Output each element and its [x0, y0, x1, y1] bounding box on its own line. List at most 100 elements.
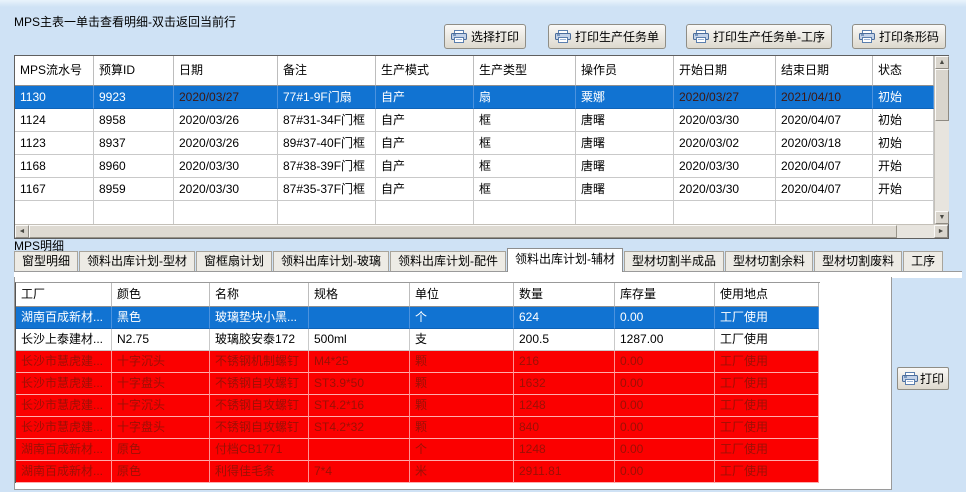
- table-cell[interactable]: 框: [474, 178, 576, 201]
- table-cell[interactable]: 原色: [112, 461, 210, 483]
- table-cell[interactable]: 黑色: [112, 307, 210, 329]
- table-cell[interactable]: 2020/03/26: [174, 109, 278, 132]
- table-cell[interactable]: ST3.9*50: [309, 373, 410, 395]
- table-cell[interactable]: 开始: [873, 178, 934, 201]
- table-cell[interactable]: 工厂使用: [715, 307, 819, 329]
- table-cell[interactable]: 2020/03/18: [776, 132, 873, 155]
- table-cell[interactable]: 0.00: [615, 373, 715, 395]
- horizontal-scrollbar-thumb[interactable]: [29, 225, 897, 238]
- detail-tab[interactable]: 领料出库计划-玻璃: [273, 251, 390, 272]
- table-cell[interactable]: 粟娜: [576, 86, 674, 109]
- table-cell[interactable]: 十字沉头: [112, 395, 210, 417]
- detail-tab[interactable]: 窗框扇计划: [196, 251, 273, 272]
- table-row[interactable]: 湖南百成新材... 黑色 玻璃垫块小黑... 个 624 0.00 工厂使用: [16, 307, 819, 329]
- table-row[interactable]: 长沙市慧虎建... 十字沉头 不锈钢机制螺钉 M4*25 颗 216 0.00 工厂使用: [16, 351, 819, 373]
- table-cell[interactable]: 利得佳毛条: [210, 461, 309, 483]
- table-cell[interactable]: 200.5: [514, 329, 615, 351]
- table-cell[interactable]: 2020/03/30: [674, 109, 776, 132]
- table-cell[interactable]: M4*25: [309, 351, 410, 373]
- table-cell[interactable]: 十字沉头: [112, 351, 210, 373]
- table-cell[interactable]: 工厂使用: [715, 439, 819, 461]
- table-cell[interactable]: 8960: [94, 155, 174, 178]
- detail-tab[interactable]: 型材切割半成品: [624, 251, 725, 272]
- table-cell[interactable]: 长沙市慧虎建...: [16, 395, 112, 417]
- table-cell[interactable]: 湖南百成新材...: [16, 439, 112, 461]
- table-cell[interactable]: 长沙市慧虎建...: [16, 373, 112, 395]
- table-row[interactable]: 长沙市慧虎建... 十字沉头 不锈钢自攻螺钉 ST4.2*16 颗 1248 0.00 工厂使…: [16, 395, 819, 417]
- table-cell[interactable]: 支: [410, 329, 514, 351]
- table-cell[interactable]: 湖南百成新材...: [16, 307, 112, 329]
- table-cell[interactable]: 长沙市慧虎建...: [16, 351, 112, 373]
- table-cell[interactable]: 原色: [112, 439, 210, 461]
- table-cell[interactable]: 2911.81: [514, 461, 615, 483]
- table-cell[interactable]: 唐曙: [576, 178, 674, 201]
- table-row[interactable]: 长沙上泰建材... N2.75 玻璃胶安泰172 500ml 支 200.5 1287.00…: [16, 329, 819, 351]
- table-cell[interactable]: 长沙市慧虎建...: [16, 417, 112, 439]
- table-cell[interactable]: 十字盘头: [112, 417, 210, 439]
- table-cell[interactable]: 2020/03/27: [174, 86, 278, 109]
- table-cell[interactable]: 1632: [514, 373, 615, 395]
- table-cell[interactable]: 唐曙: [576, 132, 674, 155]
- table-cell[interactable]: 8958: [94, 109, 174, 132]
- table-cell[interactable]: 624: [514, 307, 615, 329]
- table-cell[interactable]: 0.00: [615, 395, 715, 417]
- table-cell[interactable]: ST4.2*32: [309, 417, 410, 439]
- table-row[interactable]: 湖南百成新材... 原色 付档CB1771 个 1248 0.00 工厂使用: [16, 439, 819, 461]
- table-cell[interactable]: 初始: [873, 109, 934, 132]
- table-cell[interactable]: 十字盘头: [112, 373, 210, 395]
- table-cell[interactable]: 0.00: [615, 439, 715, 461]
- table-cell[interactable]: 个: [410, 307, 514, 329]
- table-cell[interactable]: 2020/03/30: [174, 155, 278, 178]
- table-cell[interactable]: 湖南百成新材...: [16, 461, 112, 483]
- table-row[interactable]: 1130 9923 2020/03/27 77#1-9F门扇 自产扇粟娜 2020/03/…: [15, 86, 934, 109]
- table-cell[interactable]: 唐曙: [576, 155, 674, 178]
- table-row[interactable]: 长沙市慧虎建... 十字盘头 不锈钢自攻螺钉 ST3.9*50 颗 1632 0.00 工厂使…: [16, 373, 819, 395]
- table-row[interactable]: 1168 8960 2020/03/30 87#38-39F门框 自产框唐曙 2020/0…: [15, 155, 934, 178]
- detail-tab[interactable]: 领料出库计划-配件: [390, 251, 507, 272]
- table-cell[interactable]: 不锈钢自攻螺钉: [210, 373, 309, 395]
- table-cell[interactable]: 0.00: [615, 417, 715, 439]
- table-cell[interactable]: 0.00: [615, 307, 715, 329]
- table-cell[interactable]: [309, 307, 410, 329]
- table-cell[interactable]: 初始: [873, 86, 934, 109]
- scroll-left-icon[interactable]: ◄: [15, 225, 29, 238]
- horizontal-scrollbar[interactable]: ◄ ►: [15, 224, 948, 238]
- print-production-task-process-button[interactable]: 打印生产任务单-工序: [686, 24, 832, 49]
- table-cell[interactable]: ST4.2*16: [309, 395, 410, 417]
- table-cell[interactable]: 扇: [474, 86, 576, 109]
- table-cell[interactable]: 1123: [15, 132, 94, 155]
- table-cell[interactable]: 工厂使用: [715, 417, 819, 439]
- table-cell[interactable]: 米: [410, 461, 514, 483]
- table-cell[interactable]: 工厂使用: [715, 395, 819, 417]
- table-cell[interactable]: 1168: [15, 155, 94, 178]
- detail-tab[interactable]: 窗型明细: [14, 251, 79, 272]
- scroll-right-icon[interactable]: ►: [934, 225, 948, 238]
- table-cell[interactable]: 1167: [15, 178, 94, 201]
- table-cell[interactable]: 87#38-39F门框: [278, 155, 376, 178]
- table-cell[interactable]: 216: [514, 351, 615, 373]
- table-cell[interactable]: 框: [474, 155, 576, 178]
- table-cell[interactable]: 1248: [514, 395, 615, 417]
- table-cell[interactable]: 2020/03/26: [174, 132, 278, 155]
- table-cell[interactable]: 自产: [376, 178, 474, 201]
- table-cell[interactable]: 框: [474, 132, 576, 155]
- table-cell[interactable]: 87#35-37F门框: [278, 178, 376, 201]
- table-cell[interactable]: 框: [474, 109, 576, 132]
- print-production-task-button[interactable]: 打印生产任务单: [548, 24, 667, 49]
- detail-tab[interactable]: 型材切割废料: [814, 251, 903, 272]
- table-cell[interactable]: 2020/03/02: [674, 132, 776, 155]
- table-cell[interactable]: 长沙上泰建材...: [16, 329, 112, 351]
- table-cell[interactable]: 500ml: [309, 329, 410, 351]
- table-cell[interactable]: 颗: [410, 395, 514, 417]
- table-cell[interactable]: 840: [514, 417, 615, 439]
- vertical-scrollbar[interactable]: ▲ ▼: [934, 56, 949, 224]
- table-cell[interactable]: 付档CB1771: [210, 439, 309, 461]
- table-cell[interactable]: 工厂使用: [715, 351, 819, 373]
- table-cell[interactable]: 2020/04/07: [776, 109, 873, 132]
- table-cell[interactable]: 玻璃垫块小黑...: [210, 307, 309, 329]
- table-cell[interactable]: 0.00: [615, 351, 715, 373]
- scroll-down-icon[interactable]: ▼: [935, 211, 949, 224]
- table-cell[interactable]: 2021/04/10: [776, 86, 873, 109]
- table-row[interactable]: 1167 8959 2020/03/30 87#35-37F门框 自产框唐曙 2020/0…: [15, 178, 934, 201]
- detail-print-button[interactable]: 打印: [897, 367, 950, 390]
